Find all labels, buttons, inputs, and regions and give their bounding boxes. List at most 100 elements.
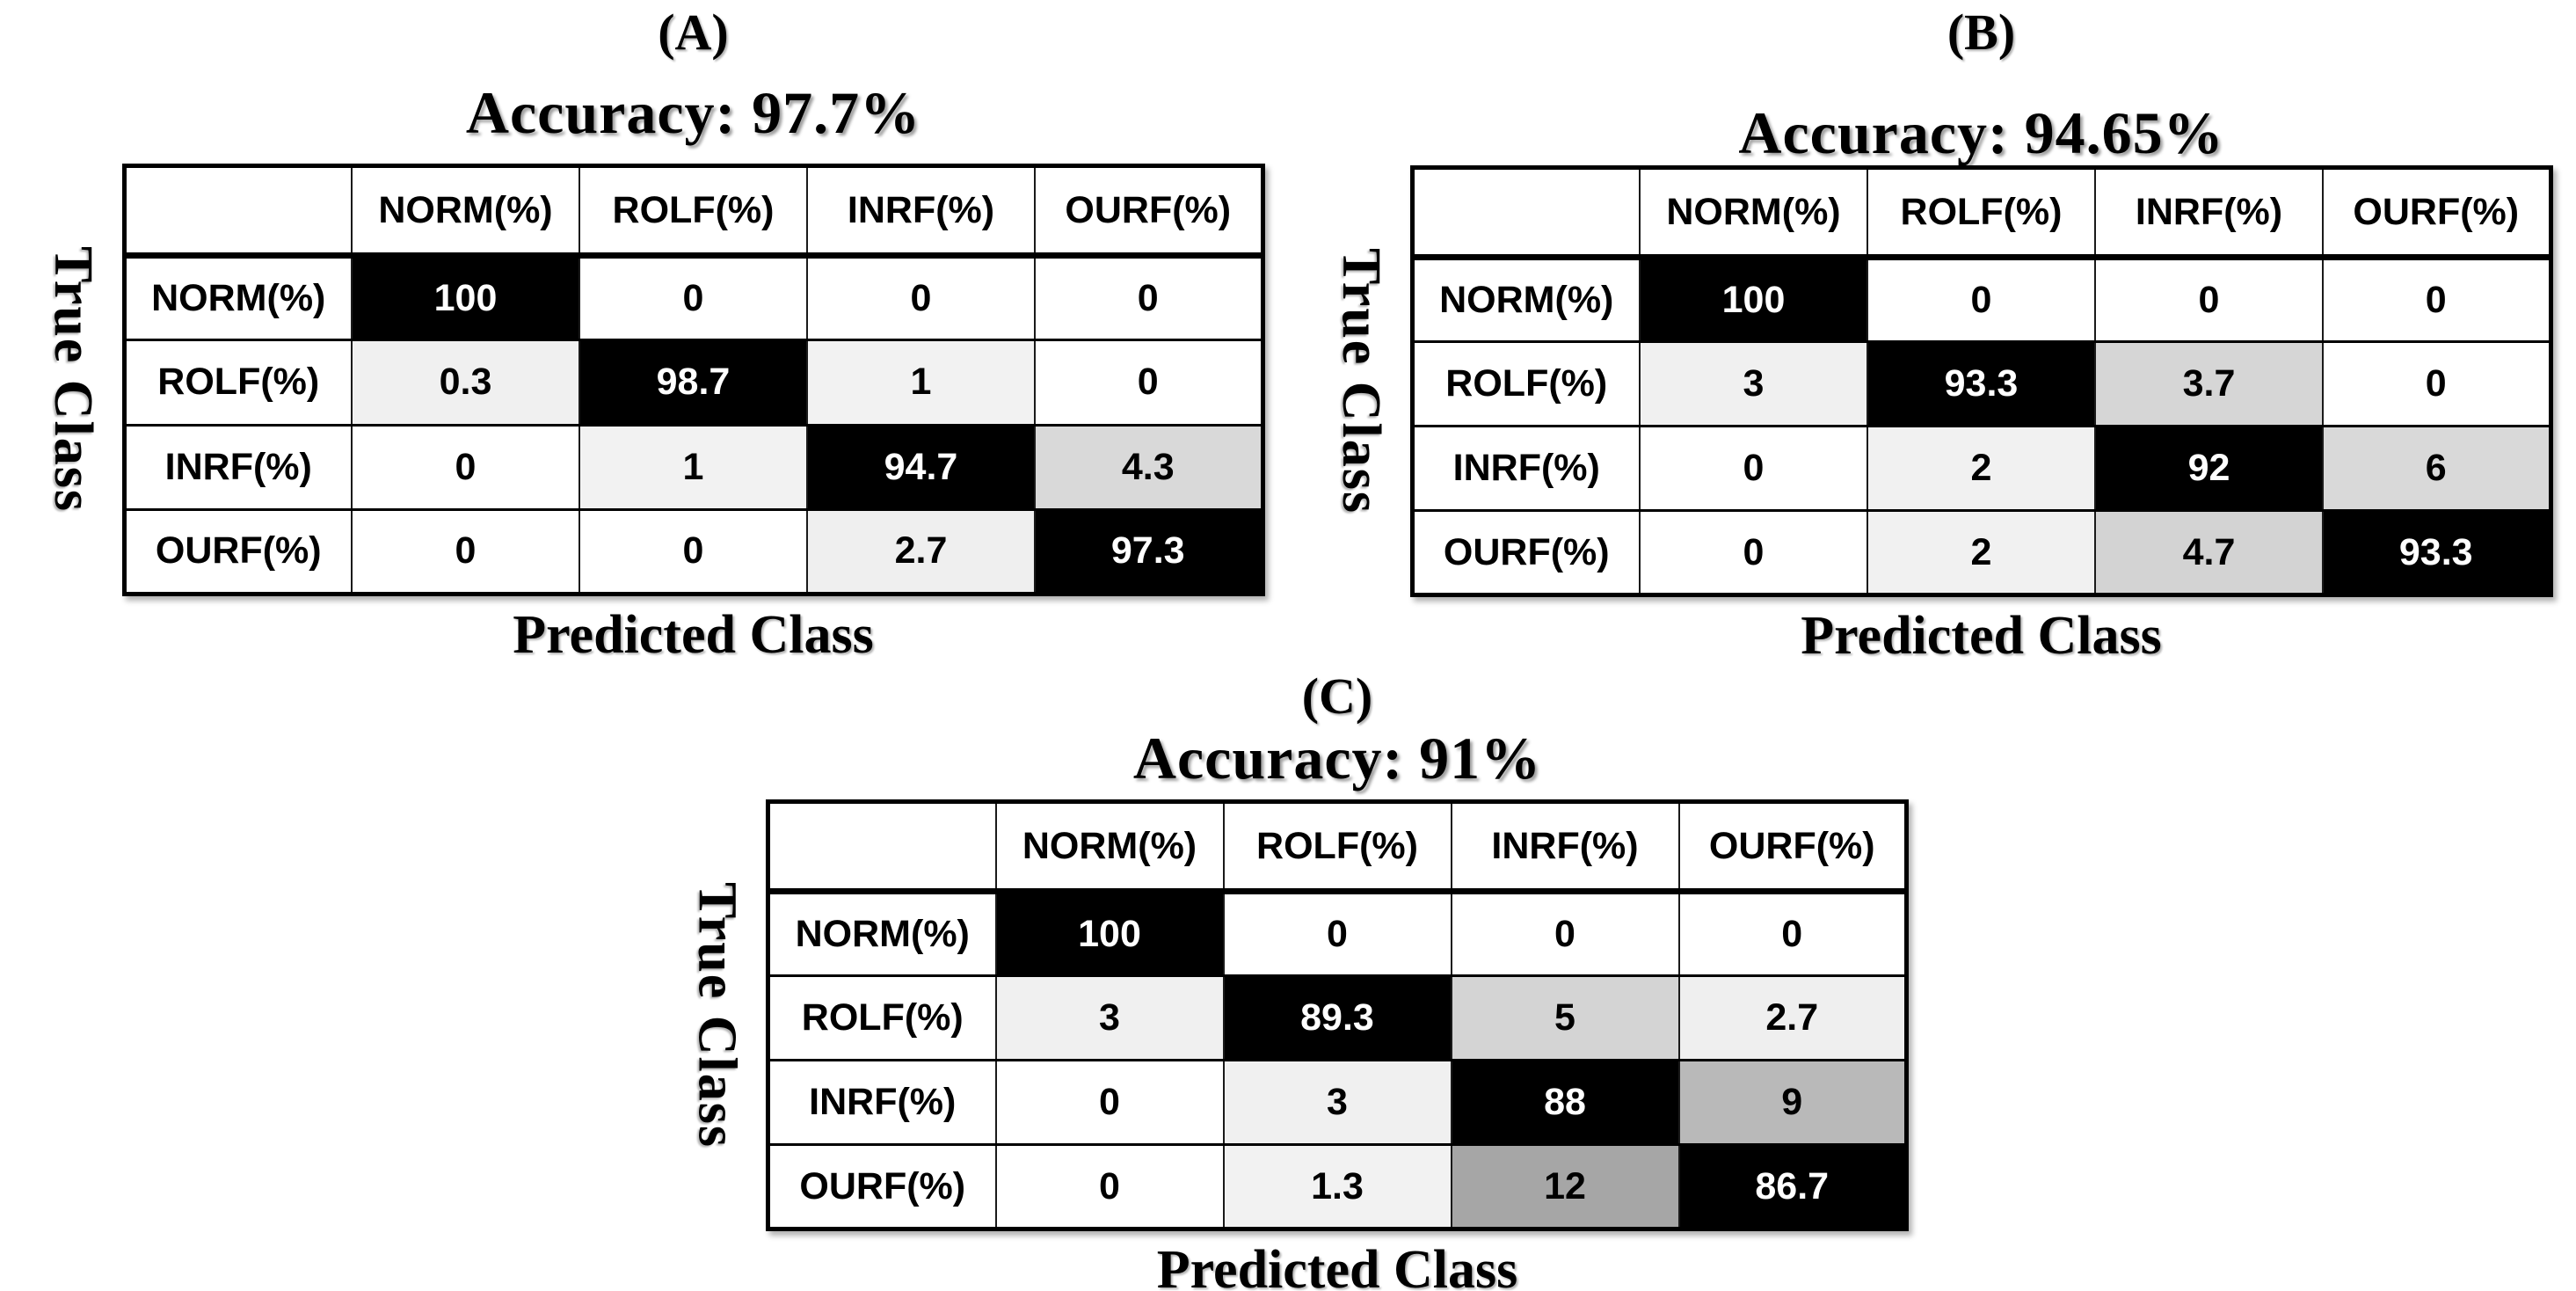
value-cell: 2.7 [806,507,1036,596]
value-cell: 0 [994,1143,1225,1230]
value-cell: 0 [2322,256,2551,343]
column-header-cell: NORM(%) [994,800,1225,894]
panel-a-plot: (A) Accuracy: 97.7% True Class NORM(%) RO… [24,0,1265,666]
row-header-cell: INRF(%) [767,1059,997,1146]
value-cell: 2 [1867,425,2096,512]
matrix-row: ROLF(%) 3 93.3 3.7 0 [1411,340,2551,427]
panel-c-label: (C) [1301,667,1373,725]
row-header-cell: NORM(%) [767,890,997,977]
column-header-cell: OURF(%) [1677,800,1908,894]
value-cell: 3 [1222,1059,1452,1146]
panel-b-y-axis-label: True Class [1331,247,1391,515]
matrix-row: NORM(%) 100 0 0 0 [767,890,1908,977]
row-header-cell: NORM(%) [1411,256,1641,343]
value-cell: 3.7 [2094,340,2324,427]
matrix-row: INRF(%) 0 3 88 9 [767,1059,1908,1146]
value-cell: 5 [1450,974,1680,1061]
panel-c-plot: (C) Accuracy: 91% True Class NORM(%) ROLF… [667,666,1909,1291]
value-cell: 0 [351,507,580,596]
value-cell: 1 [579,423,808,511]
value-cell: 0.3 [351,339,580,427]
panel-a-label: (A) [658,4,729,61]
panel-b: (B) Accuracy: 94.65% True Class NORM(%) R… [1288,0,2576,666]
value-cell: 3 [994,974,1225,1061]
matrix-row: OURF(%) 0 1.3 12 86.7 [767,1143,1908,1230]
value-cell: 2 [1867,509,2096,596]
bottom-panel-row: (C) Accuracy: 91% True Class NORM(%) ROLF… [0,666,2576,1291]
matrix-row: NORM(%) 100 0 0 0 [123,253,1263,342]
value-cell: 0 [1222,890,1452,977]
row-header-cell: ROLF(%) [767,974,997,1061]
column-header-cell: NORM(%) [1639,166,1868,260]
value-cell: 0 [1639,509,1868,596]
value-cell: 0 [1450,890,1680,977]
value-cell: 0 [1034,253,1263,342]
diagonal-value-cell: 92 [2094,425,2324,512]
value-cell: 0 [1639,425,1868,512]
diagonal-value-cell: 88 [1450,1059,1680,1146]
value-cell: 0 [806,253,1036,342]
value-cell: 0 [994,1059,1225,1146]
row-header-cell: OURF(%) [1411,509,1641,596]
diagonal-value-cell: 89.3 [1222,974,1452,1061]
corner-cell [767,800,997,894]
matrix-row: ROLF(%) 3 89.3 5 2.7 [767,974,1908,1061]
matrix-row: NORM(%) 100 0 0 0 [1411,256,2551,343]
column-header-row: NORM(%) ROLF(%) INRF(%) OURF(%) [767,800,1908,894]
corner-cell [123,164,353,259]
value-cell: 4.3 [1034,423,1263,511]
matrix-row: OURF(%) 0 0 2.7 97.3 [123,507,1263,596]
panel-c: (C) Accuracy: 91% True Class NORM(%) ROLF… [667,666,1909,1291]
column-header-row: NORM(%) ROLF(%) INRF(%) OURF(%) [123,164,1263,259]
column-header-cell: NORM(%) [351,164,580,259]
panel-b-label: (B) [1947,4,2016,61]
value-cell: 0 [579,507,808,596]
row-header-cell: ROLF(%) [123,339,353,427]
panel-c-accuracy-title: Accuracy: 91% [1132,725,1542,791]
diagonal-value-cell: 100 [1639,256,1868,343]
column-header-cell: ROLF(%) [579,164,808,259]
panel-b-accuracy-title: Accuracy: 94.65% [1738,99,2224,166]
column-header-row: NORM(%) ROLF(%) INRF(%) OURF(%) [1411,166,2551,260]
confusion-matrix-table-a: NORM(%) ROLF(%) INRF(%) OURF(%) NORM(%) 100 0 0… [121,164,1265,596]
row-header-cell: OURF(%) [767,1143,997,1230]
value-cell: 0 [1677,890,1908,977]
row-header-cell: OURF(%) [123,507,353,596]
value-cell: 0 [1034,339,1263,427]
matrix-row: OURF(%) 0 2 4.7 93.3 [1411,509,2551,596]
row-header-cell: INRF(%) [123,423,353,511]
value-cell: 0 [2094,256,2324,343]
panel-c-y-axis-label: True Class [687,881,747,1149]
panel-b-plot: (B) Accuracy: 94.65% True Class NORM(%) R… [1312,0,2553,666]
value-cell: 4.7 [2094,509,2324,596]
value-cell: 3 [1639,340,1868,427]
diagonal-value-cell: 98.7 [579,339,808,427]
value-cell: 1.3 [1222,1143,1452,1230]
diagonal-value-cell: 100 [351,253,580,342]
column-header-cell: INRF(%) [2094,166,2324,260]
value-cell: 12 [1450,1143,1680,1230]
panel-b-x-axis-label: Predicted Class [1801,606,2162,666]
diagonal-value-cell: 93.3 [1867,340,2096,427]
column-header-cell: ROLF(%) [1867,166,2096,260]
panel-c-x-axis-label: Predicted Class [1156,1240,1518,1291]
value-cell: 6 [2322,425,2551,512]
column-header-cell: INRF(%) [1450,800,1680,894]
matrix-row: ROLF(%) 0.3 98.7 1 0 [123,339,1263,427]
diagonal-value-cell: 93.3 [2322,509,2551,596]
top-panels-row: (A) Accuracy: 97.7% True Class NORM(%) RO… [0,0,2576,666]
corner-cell [1411,166,1641,260]
row-header-cell: NORM(%) [123,253,353,342]
panel-a: (A) Accuracy: 97.7% True Class NORM(%) RO… [0,0,1288,666]
confusion-matrix-table-c: NORM(%) ROLF(%) INRF(%) OURF(%) NORM(%) 100 0 0… [766,799,1909,1231]
row-header-cell: ROLF(%) [1411,340,1641,427]
value-cell: 2.7 [1677,974,1908,1061]
matrix-row: INRF(%) 0 2 92 6 [1411,425,2551,512]
matrix-row: INRF(%) 0 1 94.7 4.3 [123,423,1263,511]
panel-a-x-axis-label: Predicted Class [513,605,874,665]
value-cell: 1 [806,339,1036,427]
panel-a-y-axis-label: True Class [43,246,103,514]
value-cell: 0 [579,253,808,342]
row-header-cell: INRF(%) [1411,425,1641,512]
